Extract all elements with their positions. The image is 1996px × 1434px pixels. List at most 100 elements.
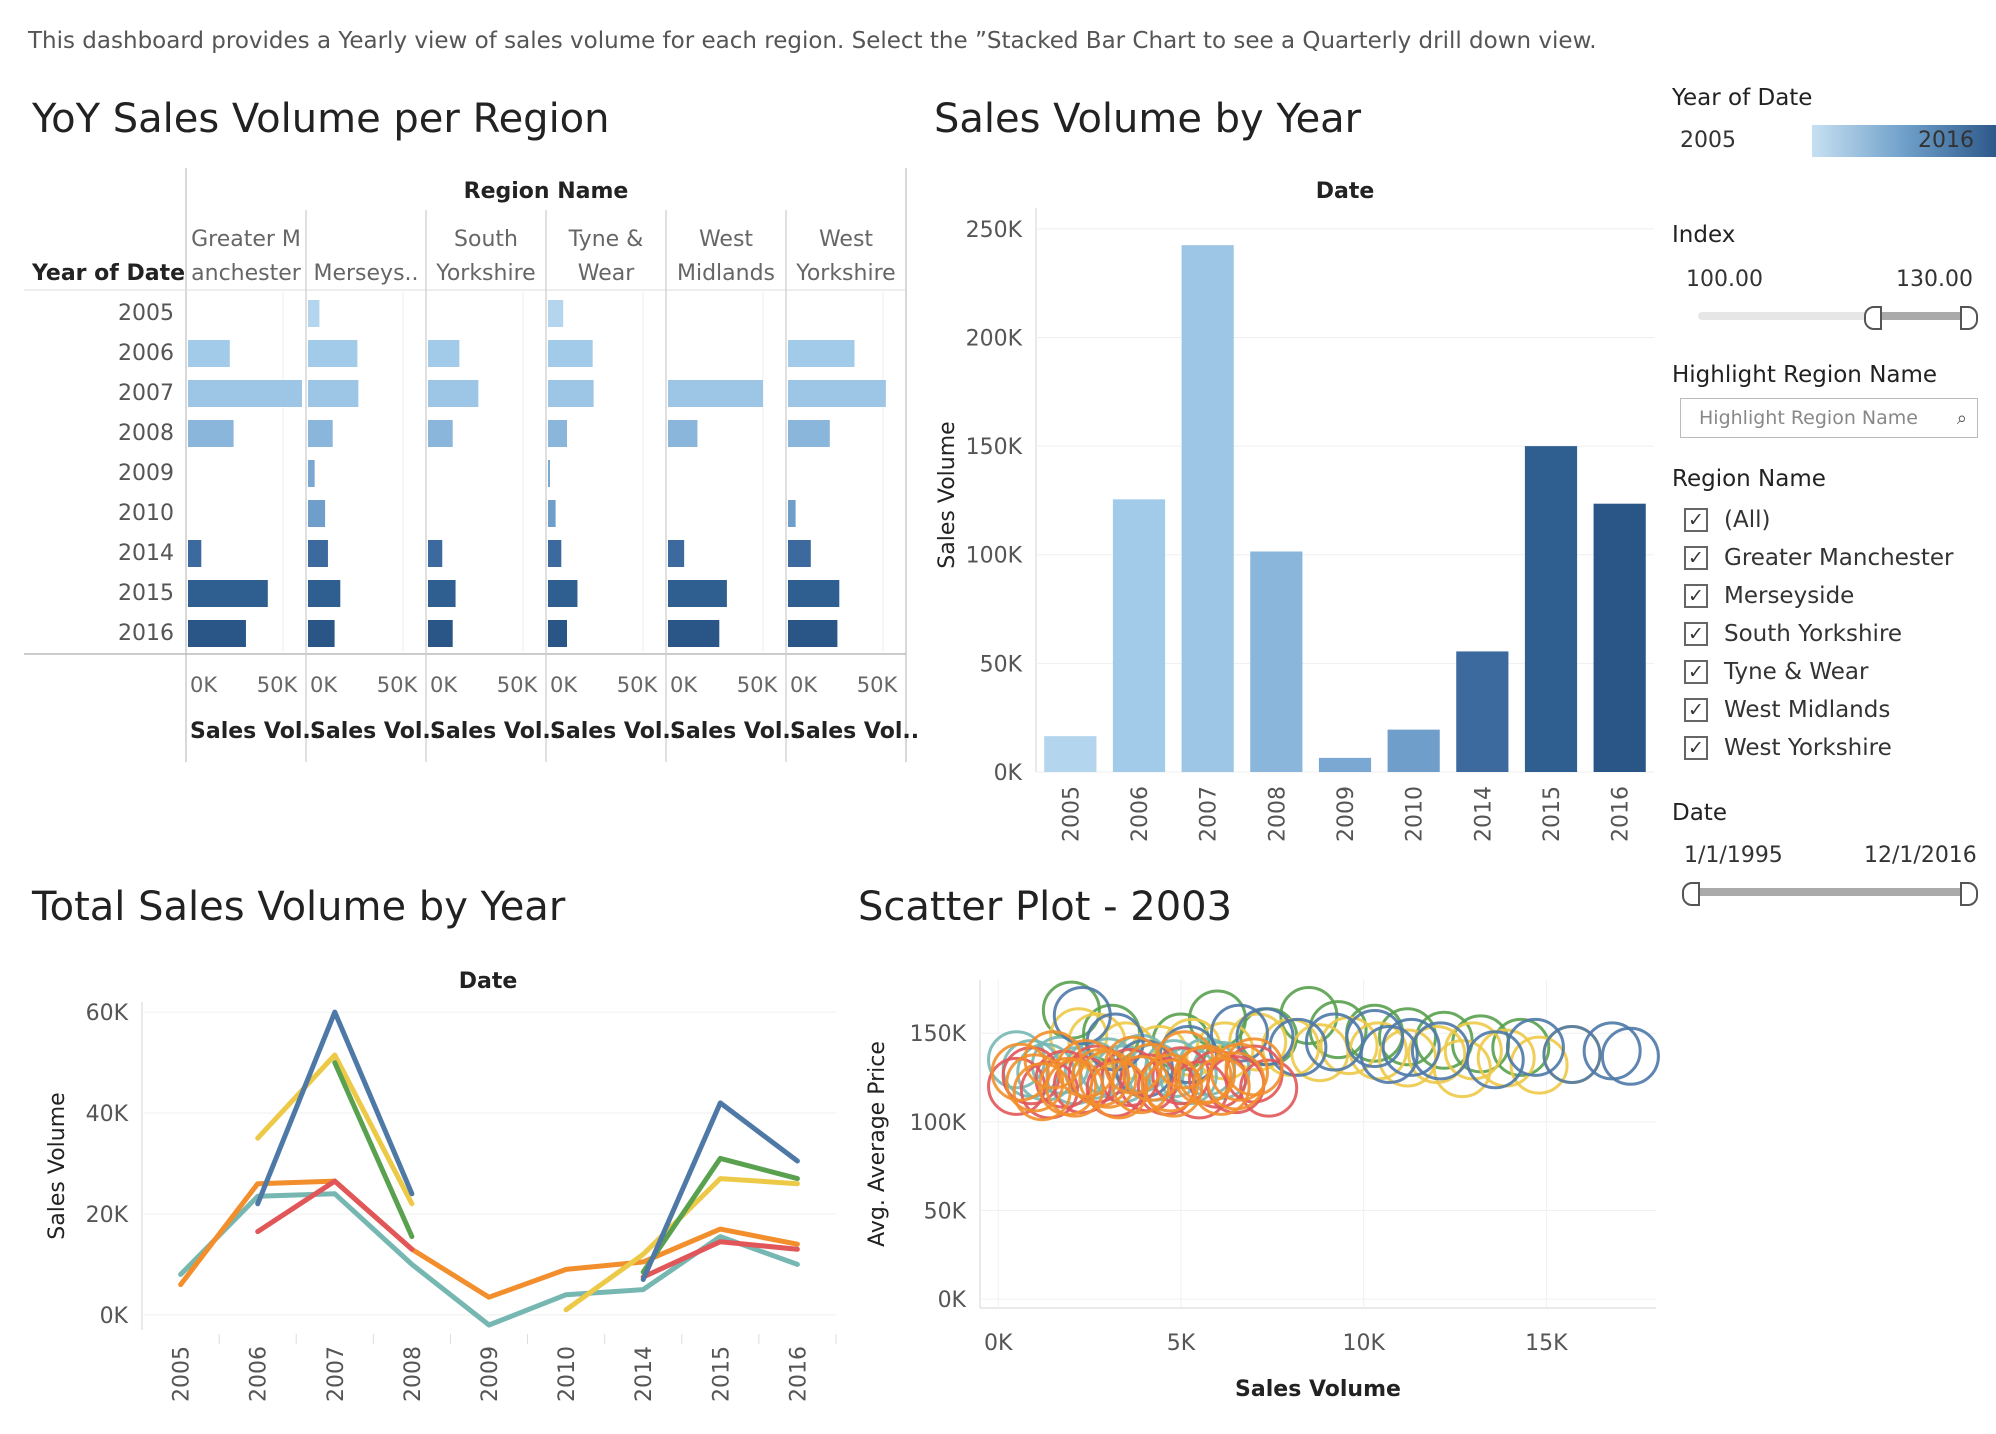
y-tick-label: 200K: [966, 326, 1023, 351]
checkbox-checked-icon[interactable]: ✓: [1684, 584, 1708, 608]
scatter-panel-title: Scatter Plot - 2003: [858, 884, 1233, 930]
region-column-label: Merseys..: [313, 261, 418, 286]
yoy-bar-tyne-wear-2008: [548, 420, 567, 447]
region-option-south-yorkshire[interactable]: ✓ South Yorkshire: [1684, 619, 1902, 649]
point-merseyside-17: [1078, 1049, 1138, 1109]
point-greater-manchester-12: [1505, 1017, 1565, 1077]
line-greater-manchester-segment-0: [255, 1009, 415, 1207]
y-tick-label: 100K: [910, 1111, 967, 1136]
y-tick-label: 0K: [994, 761, 1023, 786]
region-option-label: (All): [1724, 507, 1771, 533]
index-slider-min-handle[interactable]: [1864, 306, 1882, 330]
x-tick-label: 50K: [497, 673, 539, 697]
search-icon[interactable]: ⌕: [1956, 408, 1967, 429]
scatter-plot-2003[interactable]: 0K 50K 100K 150K 0K 5K 10K 15K Sales Volume Avg. …: [840, 940, 1670, 1434]
index-slider-max-handle[interactable]: [1960, 306, 1978, 330]
yoy-bar-merseyside-2008: [308, 420, 333, 447]
x-tick-label: 2016: [786, 1346, 811, 1402]
x-tick-label: 2007: [324, 1346, 349, 1402]
x-tick-label: 2008: [401, 1346, 426, 1402]
total-sales-volume-line-chart[interactable]: Date 0K 20K 40K 60K Sales Volume 2005 2006 2007 2…: [0, 940, 840, 1434]
region-column-label: Wear: [578, 261, 635, 286]
yoy-bar-merseyside-2009: [308, 460, 315, 487]
bar-panel-title: Sales Volume by Year: [934, 96, 1362, 142]
region-option-all[interactable]: ✓ (All): [1684, 505, 1770, 535]
yoy-bar-west-midlands-2008: [668, 420, 698, 447]
sales-volume-by-year-chart[interactable]: Date 0K 50K 100K 150K 200K 250K Sales Volume 200…: [920, 150, 1660, 850]
checkbox-checked-icon[interactable]: ✓: [1684, 698, 1708, 722]
date-header: Date: [459, 969, 518, 994]
point-west-midlands-9: [1491, 1017, 1551, 1077]
yoy-bar-west-yorkshire-2015: [788, 580, 840, 607]
point-west-midlands-6: [1378, 1007, 1438, 1067]
x-tick-label: 0K: [670, 673, 698, 697]
region-column-label: Tyne &: [568, 227, 644, 252]
date-slider-max-handle[interactable]: [1960, 882, 1978, 906]
y-tick-label: 50K: [924, 1199, 967, 1224]
yoy-bar-greater-manchester-2016: [188, 620, 246, 647]
yoy-bar-west-midlands-2007: [668, 380, 763, 407]
point-greater-manchester-8: [1345, 1009, 1405, 1069]
checkbox-checked-icon[interactable]: ✓: [1684, 736, 1708, 760]
y-tick-label: 150K: [910, 1022, 967, 1047]
region-option-west-midlands[interactable]: ✓ West Midlands: [1684, 695, 1890, 725]
x-axis-label: Sales Vol..: [790, 719, 919, 744]
region-option-label: West Midlands: [1724, 697, 1891, 723]
point-greater-manchester-16: [1359, 1024, 1419, 1084]
y-axis-label: Avg. Average Price: [865, 1041, 890, 1247]
date-slider-track[interactable]: [1688, 888, 1968, 896]
year-row-label: 2014: [118, 541, 174, 566]
year-row-label: 2008: [118, 421, 174, 446]
x-axis-label: Sales Vol..: [670, 719, 799, 744]
point-merseyside-15: [1012, 1062, 1072, 1122]
highlight-region-search[interactable]: ⌕: [1680, 398, 1978, 438]
highlight-region-input[interactable]: [1697, 399, 1941, 437]
x-tick-label: 5K: [1167, 1331, 1196, 1356]
region-option-merseyside[interactable]: ✓ Merseyside: [1684, 581, 1854, 611]
yoy-bar-greater-manchester-2015: [188, 580, 268, 607]
yoy-bar-west-yorkshire-2008: [788, 420, 830, 447]
date-max-value: 12/1/2016: [1864, 843, 1977, 868]
line-west-yorkshire-segment-0: [255, 1052, 415, 1207]
yoy-bar-merseyside-2014: [308, 540, 328, 567]
checkbox-checked-icon[interactable]: ✓: [1684, 546, 1708, 570]
region-option-label: West Yorkshire: [1724, 735, 1892, 761]
x-axis-label: Sales Vol..: [310, 719, 439, 744]
bar-2014: [1456, 651, 1509, 772]
index-slider-track[interactable]: [1698, 312, 1968, 320]
point-greater-manchester-6: [1268, 1017, 1328, 1077]
line-west-midlands-segment-0: [332, 1060, 415, 1240]
x-tick-label: 50K: [857, 673, 899, 697]
line-panel-title: Total Sales Volume by Year: [32, 884, 566, 930]
point-west-midlands-7: [1414, 1010, 1474, 1070]
x-tick-label: 0K: [550, 673, 578, 697]
point-south-yorkshire-15: [1239, 1058, 1299, 1118]
bar-2007: [1181, 245, 1234, 772]
yoy-bar-tyne-wear-2014: [548, 540, 562, 567]
yoy-bar-south-yorkshire-2015: [428, 580, 456, 607]
date-slider-min-handle[interactable]: [1682, 882, 1700, 906]
y-tick-label: 20K: [86, 1203, 129, 1228]
yoy-bar-south-yorkshire-2008: [428, 420, 453, 447]
region-column-label: Greater M: [191, 227, 301, 252]
region-option-tyne-wear[interactable]: ✓ Tyne & Wear: [1684, 657, 1868, 687]
x-tick-label: 2009: [1334, 786, 1359, 842]
yoy-bar-tyne-wear-2016: [548, 620, 567, 647]
bar-2008: [1250, 551, 1303, 772]
point-greater-manchester-9: [1381, 1017, 1441, 1077]
checkbox-checked-icon[interactable]: ✓: [1684, 622, 1708, 646]
region-option-greater-manchester[interactable]: ✓ Greater Manchester: [1684, 543, 1953, 573]
region-option-west-yorkshire[interactable]: ✓ West Yorkshire: [1684, 733, 1892, 763]
yoy-bar-west-yorkshire-2010: [788, 500, 796, 527]
region-column-label: West: [819, 227, 873, 252]
x-tick-label: 2014: [1471, 786, 1496, 842]
yoy-bar-west-yorkshire-2014: [788, 540, 811, 567]
point-greater-manchester-11: [1465, 1030, 1525, 1090]
checkbox-checked-icon[interactable]: ✓: [1684, 660, 1708, 684]
x-tick-label: 50K: [617, 673, 659, 697]
checkbox-checked-icon[interactable]: ✓: [1684, 508, 1708, 532]
region-option-label: South Yorkshire: [1724, 621, 1903, 647]
yoy-bar-tyne-wear-2009: [548, 460, 550, 487]
point-greater-manchester-13: [1542, 1024, 1602, 1084]
